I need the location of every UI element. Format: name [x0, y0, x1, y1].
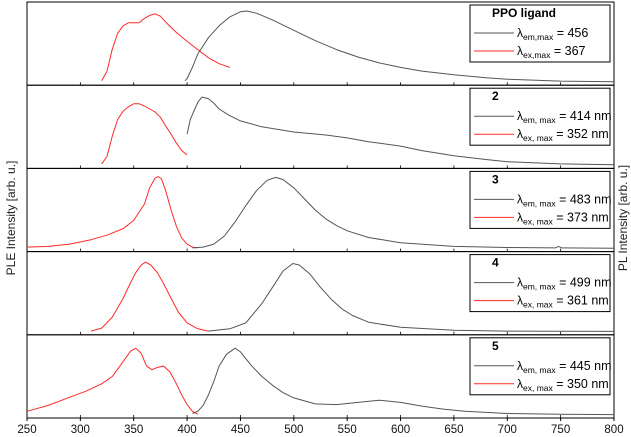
panel-5: 5 λem, max = 445 nm λex, max = 350 nm: [26, 334, 615, 419]
panel-label: 5: [492, 339, 499, 353]
panel-1: PPO ligand λem,max = 456 λex,max = 367: [26, 1, 615, 86]
panel-label: PPO ligand: [492, 6, 556, 20]
x-tick-label: 600: [391, 424, 410, 436]
legend-entry: λex, max = 361 nm: [517, 294, 609, 310]
legend-entry: λem, max = 499 nm: [517, 276, 612, 292]
x-tick-label: 250: [17, 424, 36, 436]
legend-entry: λex,max = 367: [517, 44, 586, 60]
ex-spectrum-line: [26, 176, 198, 249]
legend-entry: λex, max = 373 nm: [517, 210, 609, 226]
legend-entry: λex, max = 352 nm: [517, 127, 609, 143]
ex-spectrum-line: [101, 103, 188, 165]
x-tick-label: 350: [124, 424, 143, 436]
panel-label: 4: [492, 256, 499, 270]
panel-2: 2 λem, max = 414 nm λex, max = 352 nm: [26, 84, 615, 169]
em-spectrum-line: [184, 10, 615, 83]
x-tick-label: 550: [338, 424, 357, 436]
y-axis-right-label: PL Intensity [arb. u.]: [616, 165, 630, 271]
y-axis-left-label: PLE Intensity [arb. u.]: [4, 161, 18, 276]
legend-entry: λem,max = 456: [517, 26, 588, 42]
x-tick-label: 450: [231, 424, 250, 436]
x-tick-label: 500: [284, 424, 303, 436]
ex-spectrum-line: [90, 261, 209, 332]
panel-frame: [26, 334, 615, 419]
legend-entry: λex, max = 350 nm: [517, 377, 609, 393]
em-spectrum-line: [192, 347, 615, 416]
x-tick-label: 800: [604, 424, 623, 436]
em-spectrum-line: [192, 176, 615, 249]
ex-spectrum-line: [26, 347, 199, 415]
em-spectrum-line: [186, 96, 615, 166]
panel-4: 4 λem, max = 499 nm λex, max = 361 nm: [26, 251, 615, 336]
panel-label: 2: [492, 89, 499, 103]
x-tick-label: 750: [551, 424, 570, 436]
ex-spectrum-line: [101, 13, 230, 81]
x-axis: 250 300 350 400 450 500 550 600 650 700 750 800: [17, 418, 624, 436]
legend-entry: λem, max = 445 nm: [517, 359, 612, 375]
legend-entry: λem, max = 414 nm: [517, 109, 612, 125]
panel-label: 3: [492, 172, 499, 186]
x-tick-label: 300: [71, 424, 90, 436]
x-tick-label: 700: [498, 424, 517, 436]
x-tick-label: 400: [177, 424, 196, 436]
legend-entry: λem, max = 483 nm: [517, 192, 612, 208]
x-tick-label: 650: [444, 424, 463, 436]
em-spectrum-line: [208, 263, 615, 332]
panels-group: PPO ligand λem,max = 456 λex,max = 367 2 λem…: [26, 1, 615, 419]
panel-3: 3 λem, max = 483 nm λex, max = 373 nm: [26, 167, 615, 253]
